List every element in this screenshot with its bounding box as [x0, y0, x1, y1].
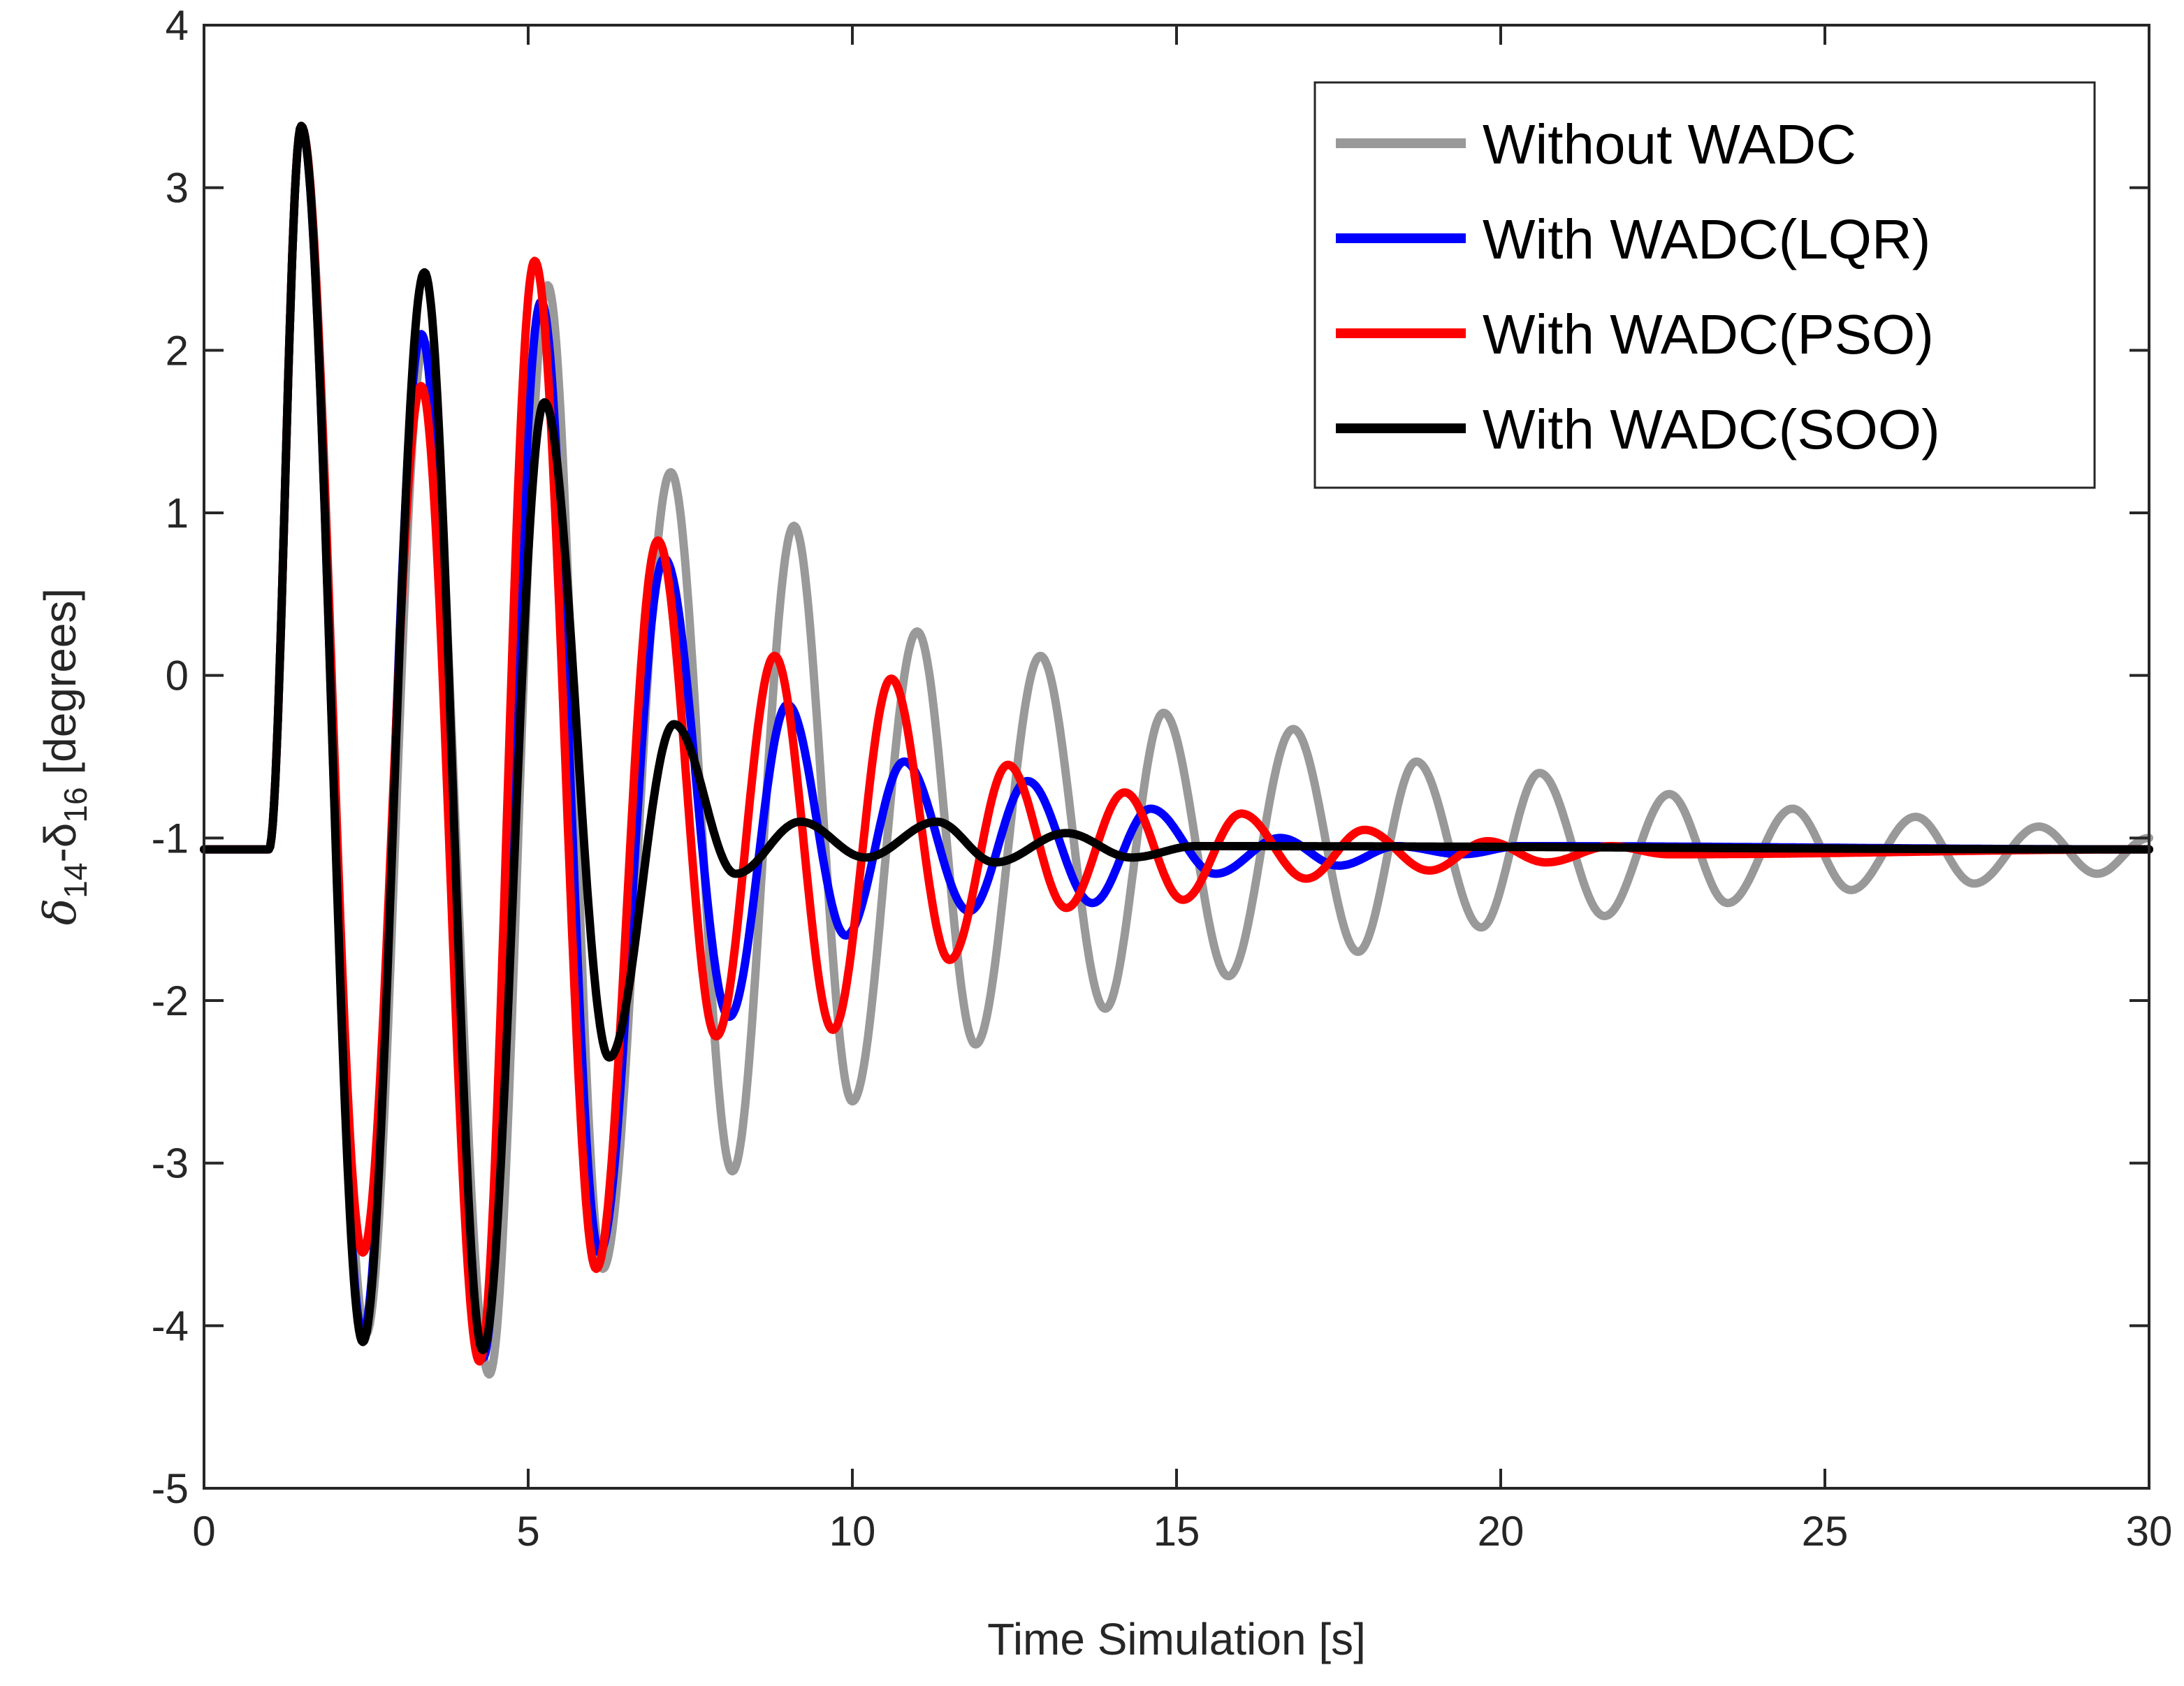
- y-axis-title-delta-2: -δ: [35, 823, 85, 863]
- y-axis-title-units: [degrees]: [35, 588, 85, 787]
- legend-items: Without WADC With WADC(LQR) With WADC(PSO)…: [1336, 113, 1940, 460]
- legend: Without WADC With WADC(LQR) With WADC(PSO)…: [1313, 81, 2096, 489]
- y-tick-label: 2: [166, 327, 189, 374]
- series-line-with-wadc-soo: [200, 122, 2153, 1355]
- y-tick-label: -2: [152, 978, 189, 1024]
- legend-label-with-wadc-soo: With WADC(SOO): [1483, 398, 1940, 460]
- x-tick-label: 20: [1478, 1508, 1524, 1555]
- y-tick-label: -5: [152, 1465, 189, 1512]
- x-tick-label: 5: [516, 1508, 539, 1555]
- x-tick-label: 0: [192, 1508, 215, 1555]
- y-tick-label: -3: [152, 1140, 189, 1187]
- y-tick-label: 0: [166, 653, 189, 699]
- legend-label-with-wadc-pso: With WADC(PSO): [1483, 303, 1934, 365]
- series-line-without-wadc: [200, 122, 2153, 1379]
- legend-label-with-wadc-lqr: With WADC(LQR): [1483, 208, 1930, 270]
- y-tick-label: 1: [166, 490, 189, 537]
- axis-ticks: [203, 24, 2150, 1490]
- x-tick-label: 25: [1802, 1508, 1849, 1555]
- legend-label-without-wadc: Without WADC: [1483, 113, 1856, 175]
- axis-tick-labels: 0 5 10 15 20 25 30 -5 -4 -3 -2 -1 0 1 2 3 4: [152, 2, 2173, 1555]
- series-line-with-wadc-pso: [200, 122, 2153, 1366]
- series-lines: [200, 122, 2153, 1379]
- x-tick-label: 10: [829, 1508, 876, 1555]
- legend-box: [1313, 81, 2096, 489]
- y-axis-title-sub-2: 16: [57, 787, 94, 822]
- x-axis-title: Time Simulation [s]: [987, 1614, 1366, 1664]
- y-axis-title-delta-1: δ: [35, 899, 87, 926]
- y-axis-title-sub-1: 14: [57, 863, 94, 899]
- y-tick-label: 3: [166, 165, 189, 212]
- y-axis-title: δ14-δ16 [degrees]: [35, 588, 94, 925]
- y-tick-label: 4: [166, 2, 189, 49]
- x-tick-label: 15: [1153, 1508, 1200, 1555]
- x-tick-label: 30: [2126, 1508, 2173, 1555]
- y-tick-label: -4: [152, 1302, 189, 1349]
- y-tick-label: -1: [152, 815, 189, 862]
